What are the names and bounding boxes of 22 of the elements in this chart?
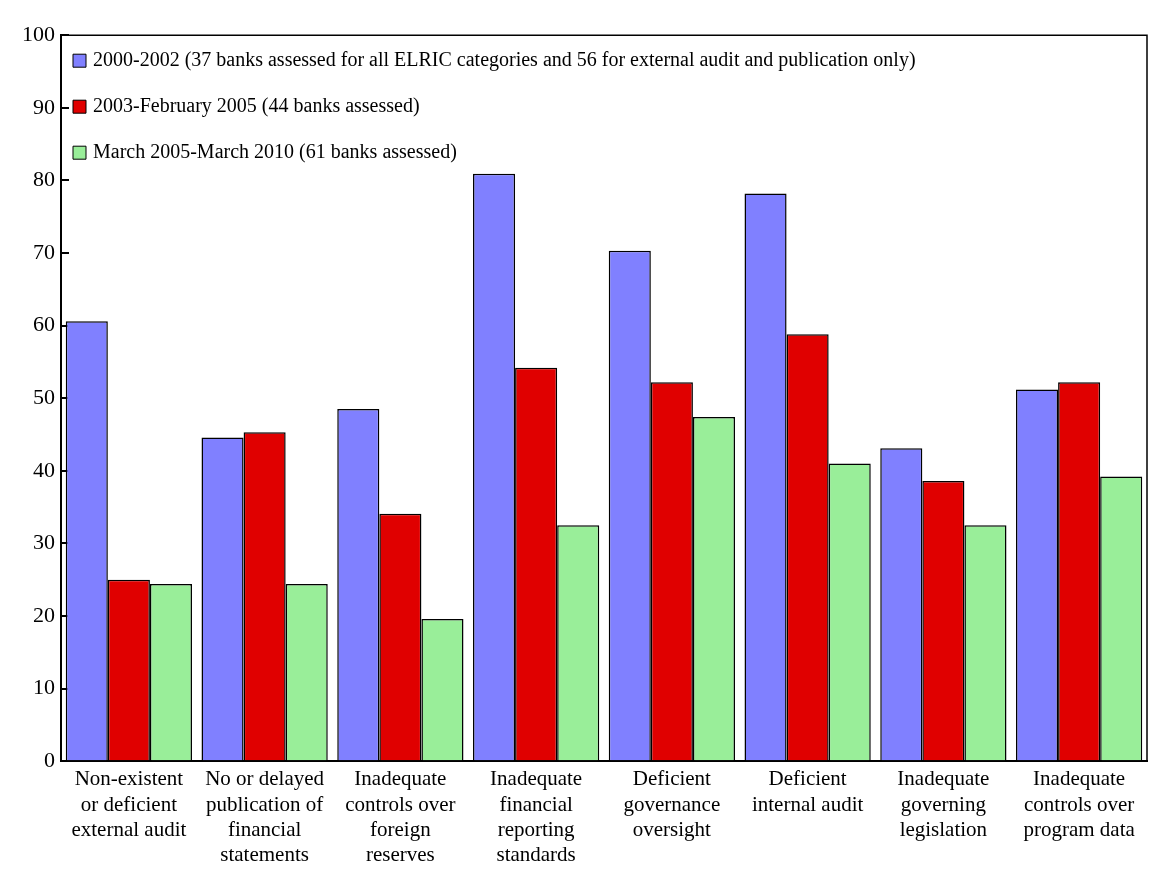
x-tick-label: Deficient internal audit (751, 766, 864, 816)
x-tick-label: Inadequate governing legislation (897, 766, 990, 841)
y-tick-label: 20 (33, 601, 55, 627)
y-tick-label: 80 (33, 166, 55, 192)
x-tick-label: Non-existent or deficient external audit (71, 766, 187, 841)
x-tick-label: Inadequate financial reporting standards (490, 766, 583, 866)
y-tick-label: 100 (22, 20, 55, 46)
legend-label: 2000-2002 (37 banks assessed for all ELRIC categories and 56 for external audit and publication only) (93, 48, 916, 72)
x-tick-label: Inadequate controls over foreign reserves (345, 766, 456, 866)
y-tick-label: 10 (33, 674, 55, 700)
x-tick-label: Deficient governance oversight (623, 766, 721, 841)
legend-label: 2003-February 2005 (44 banks assessed) (93, 94, 420, 118)
y-tick-label: 0 (44, 746, 55, 772)
y-tick-label: 50 (33, 383, 55, 409)
y-tick-label: 90 (33, 93, 55, 119)
y-tick-label: 60 (33, 311, 55, 337)
y-tick-label: 40 (33, 456, 55, 482)
x-tick-label: No or delayed publication of financial statements (205, 766, 325, 866)
legend-label: March 2005-March 2010 (61 banks assessed) (93, 140, 457, 164)
y-tick-label: 30 (33, 529, 55, 555)
y-tick-label: 70 (33, 238, 55, 264)
x-tick-label: Inadequate controls over program data (1023, 766, 1136, 841)
